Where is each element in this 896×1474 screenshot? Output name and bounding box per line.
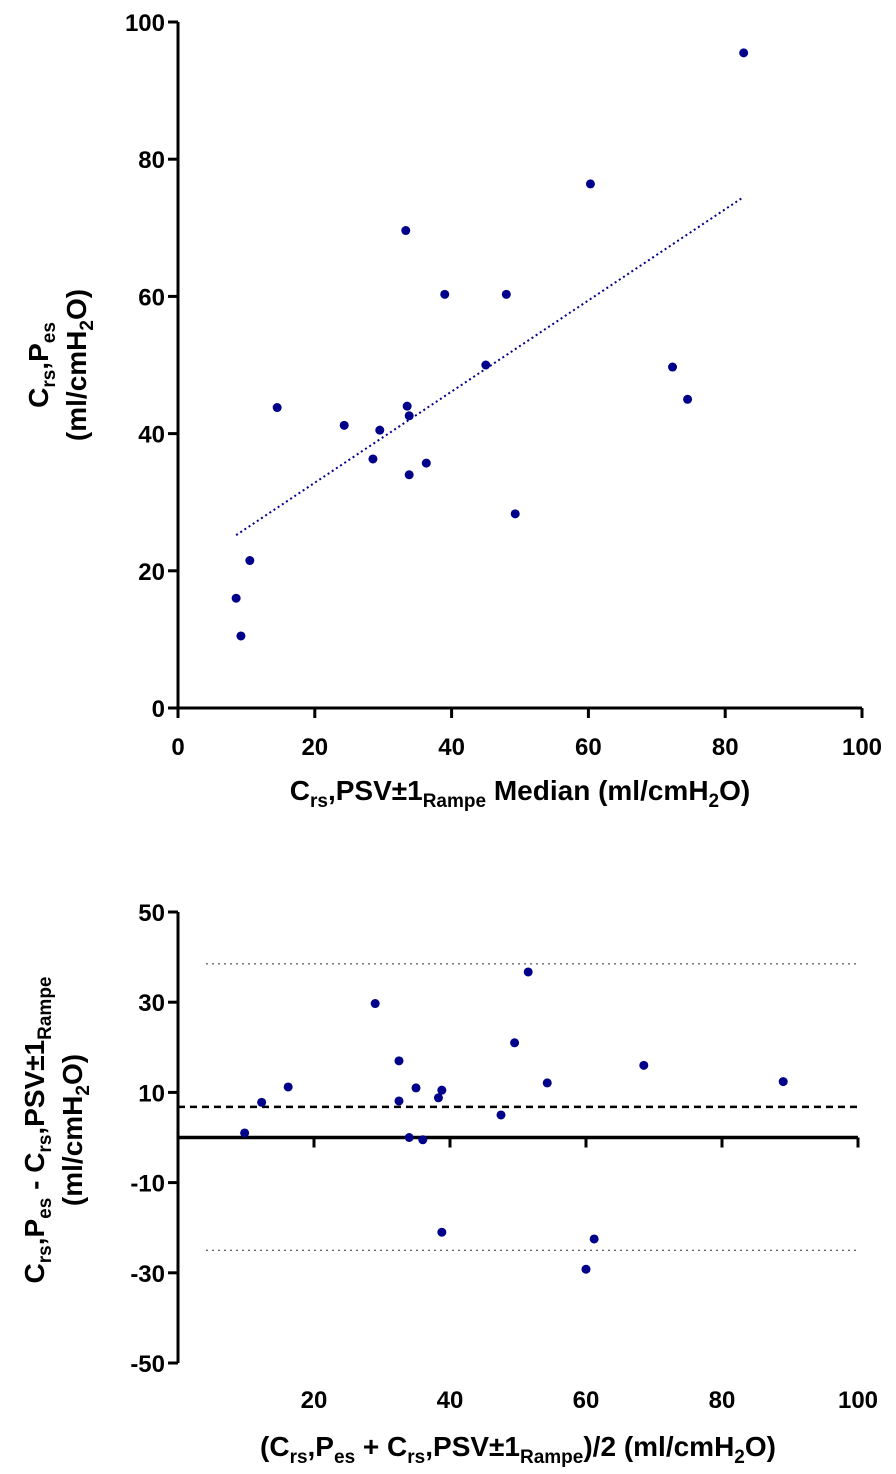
y-tick-label: 80	[138, 147, 165, 174]
y-tick-label: -30	[130, 1261, 165, 1288]
x-tick-label: 0	[171, 734, 184, 761]
data-point	[404, 470, 414, 480]
scatter-chart-1: 0 20 40 60 80 100 0 20 40 60 80 100 Crs,PSV±1Rampe…	[23, 10, 882, 812]
data-point	[370, 999, 380, 1009]
data-point	[437, 1085, 447, 1095]
data-point	[433, 1093, 443, 1103]
regression-line	[235, 196, 745, 536]
x-tick-label: 20	[301, 734, 328, 761]
data-point	[394, 1096, 404, 1106]
chart2-y-axis-title-line1: Crs,Pes - Crs,PSV±1Rampe	[19, 977, 56, 1284]
y-tick-label: -10	[130, 1171, 165, 1198]
data-point	[245, 556, 255, 566]
x-tick-label: 80	[709, 1387, 736, 1414]
data-point	[401, 226, 411, 236]
y-tick-label: 60	[138, 284, 165, 311]
x-tick-label: 100	[838, 1387, 878, 1414]
x-tick-label: 100	[842, 734, 882, 761]
data-point	[411, 1083, 421, 1093]
x-tick-label: 60	[575, 734, 602, 761]
data-point	[231, 593, 241, 603]
data-point	[510, 1038, 520, 1048]
data-point	[581, 1264, 591, 1274]
data-point	[421, 458, 431, 468]
x-tick-label: 40	[437, 1387, 464, 1414]
y-tick-label: 10	[138, 1080, 165, 1107]
data-point	[440, 289, 450, 299]
y-tick-label: 50	[138, 900, 165, 927]
y-tick-label: 20	[138, 559, 165, 586]
y-tick-label: 0	[152, 696, 165, 723]
data-point	[402, 401, 412, 411]
x-tick-label: 80	[712, 734, 739, 761]
data-point	[585, 179, 595, 189]
y-tick-label: 30	[138, 990, 165, 1017]
data-point	[236, 631, 246, 641]
data-point	[668, 362, 678, 372]
data-point	[240, 1128, 250, 1138]
y-tick-label: 40	[138, 422, 165, 449]
data-point	[283, 1082, 293, 1092]
data-point	[542, 1078, 552, 1088]
data-point	[510, 509, 520, 519]
y-tick-label: -50	[130, 1351, 165, 1378]
data-point	[394, 1056, 404, 1066]
bland-altman-chart-2: 20 40 60 80 100 -50 -30 -10 10 30 50 (Crs,Pes + C…	[19, 900, 878, 1468]
data-point	[739, 48, 749, 58]
chart1-x-axis-title: Crs,PSV±1Rampe Median (ml/cmH2O)	[290, 775, 750, 812]
data-point	[683, 394, 693, 404]
data-point	[339, 420, 349, 430]
data-point	[418, 1135, 428, 1145]
data-point	[523, 967, 533, 977]
chart1-y-axis-title-line2: (ml/cmH2O)	[61, 289, 98, 441]
data-point	[589, 1234, 599, 1244]
x-tick-label: 40	[438, 734, 465, 761]
data-point	[778, 1077, 788, 1087]
data-point	[481, 360, 491, 370]
data-point	[257, 1097, 267, 1107]
data-point	[272, 403, 282, 413]
chart1-y-axis-title-line1: Crs,Pes	[23, 322, 60, 408]
data-point	[639, 1060, 649, 1070]
data-point	[437, 1227, 447, 1237]
chart2-y-axis-title-line2: (ml/cmH2O)	[57, 1054, 94, 1206]
data-point	[404, 411, 414, 421]
y-tick-label: 100	[125, 10, 165, 37]
x-tick-label: 60	[573, 1387, 600, 1414]
data-point	[404, 1133, 414, 1142]
data-point	[501, 289, 511, 299]
x-tick-label: 20	[301, 1387, 328, 1414]
data-point	[368, 454, 378, 464]
data-point	[496, 1110, 506, 1120]
data-point	[375, 425, 385, 435]
chart2-x-axis-title: (Crs,Pes + Crs,PSV±1Rampe)/2 (ml/cmH2O)	[260, 1431, 776, 1468]
